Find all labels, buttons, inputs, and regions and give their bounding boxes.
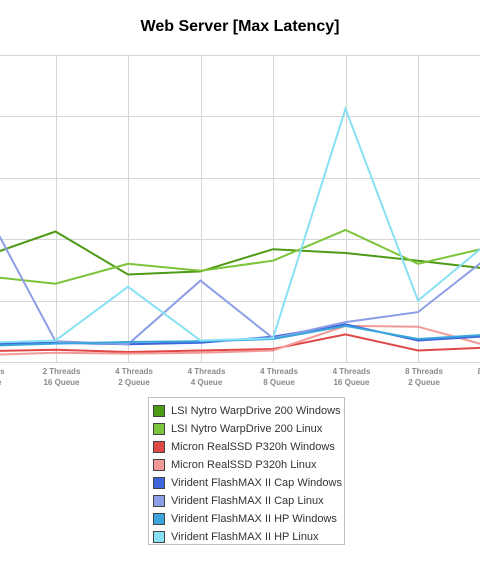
legend-label: Micron RealSSD P320h Windows [171,441,335,453]
series-lines [0,105,480,356]
legend-swatch [153,531,165,543]
legend-label: LSI Nytro WarpDrive 200 Linux [171,423,323,435]
chart-plot-area: Threads Queue 2 Threads 16 Queue 4 Threads 2 … [0,55,480,387]
chart-title: Web Server [Max Latency] [140,18,340,35]
legend-entry: LSI Nytro WarpDrive 200 Windows [153,402,344,420]
x-tick-label: 2 Queue [118,378,150,387]
x-tick-label: Queue [0,378,2,387]
legend-swatch [153,405,165,417]
legend-entry: Virident FlashMAX II HP Windows [153,510,344,528]
x-tick-label: 8 Threads [405,367,443,376]
series-line-1 [0,228,480,285]
x-tick-label: 4 Threads [188,367,226,376]
legend-entry: Virident FlashMAX II Cap Windows [153,474,344,492]
legend-swatch [153,459,165,471]
x-tick-label: 8 Queue [263,378,295,387]
legend-label: LSI Nytro WarpDrive 200 Windows [171,405,341,417]
legend-entry: Micron RealSSD P320h Linux [153,456,344,474]
legend-swatch [153,495,165,507]
x-tick-label: 4 Threads [260,367,298,376]
legend-entry: Virident FlashMAX II HP Linux [153,528,344,546]
legend-swatch [153,423,165,435]
x-tick-label: 2 Queue [408,378,440,387]
series-line-6 [0,324,480,347]
x-tick-label: 4 Threads [333,367,371,376]
x-tick-label: 4 Queue [191,378,223,387]
series-line-0 [0,230,480,276]
legend-label: Micron RealSSD P320h Linux [171,459,317,471]
chart-legend: LSI Nytro WarpDrive 200 Windows LSI Nytro… [148,397,345,545]
x-axis-labels: Threads Queue 2 Threads 16 Queue 4 Threads 2 … [0,367,480,387]
legend-entry: LSI Nytro WarpDrive 200 Linux [153,420,344,438]
legend-entry: Micron RealSSD P320h Windows [153,438,344,456]
legend-entry: Virident FlashMAX II Cap Linux [153,492,344,510]
legend-label: Virident FlashMAX II HP Linux [171,531,319,543]
x-tick-label: 16 Queue [43,378,80,387]
legend-swatch [153,513,165,525]
legend-label: Virident FlashMAX II Cap Windows [171,477,342,489]
x-tick-label: 2 Threads [43,367,81,376]
legend-swatch [153,477,165,489]
series-line-2 [0,333,480,354]
legend-swatch [153,441,165,453]
x-tick-label: 4 Threads [115,367,153,376]
series-line-7 [0,105,480,344]
grid-lines [0,55,480,363]
legend-label: Virident FlashMAX II HP Windows [171,513,337,525]
x-tick-label: 16 Queue [333,378,370,387]
x-tick-label: Threads [0,367,5,376]
x-tick-label: 8 Threads [478,367,480,376]
legend-label: Virident FlashMAX II Cap Linux [171,495,324,507]
